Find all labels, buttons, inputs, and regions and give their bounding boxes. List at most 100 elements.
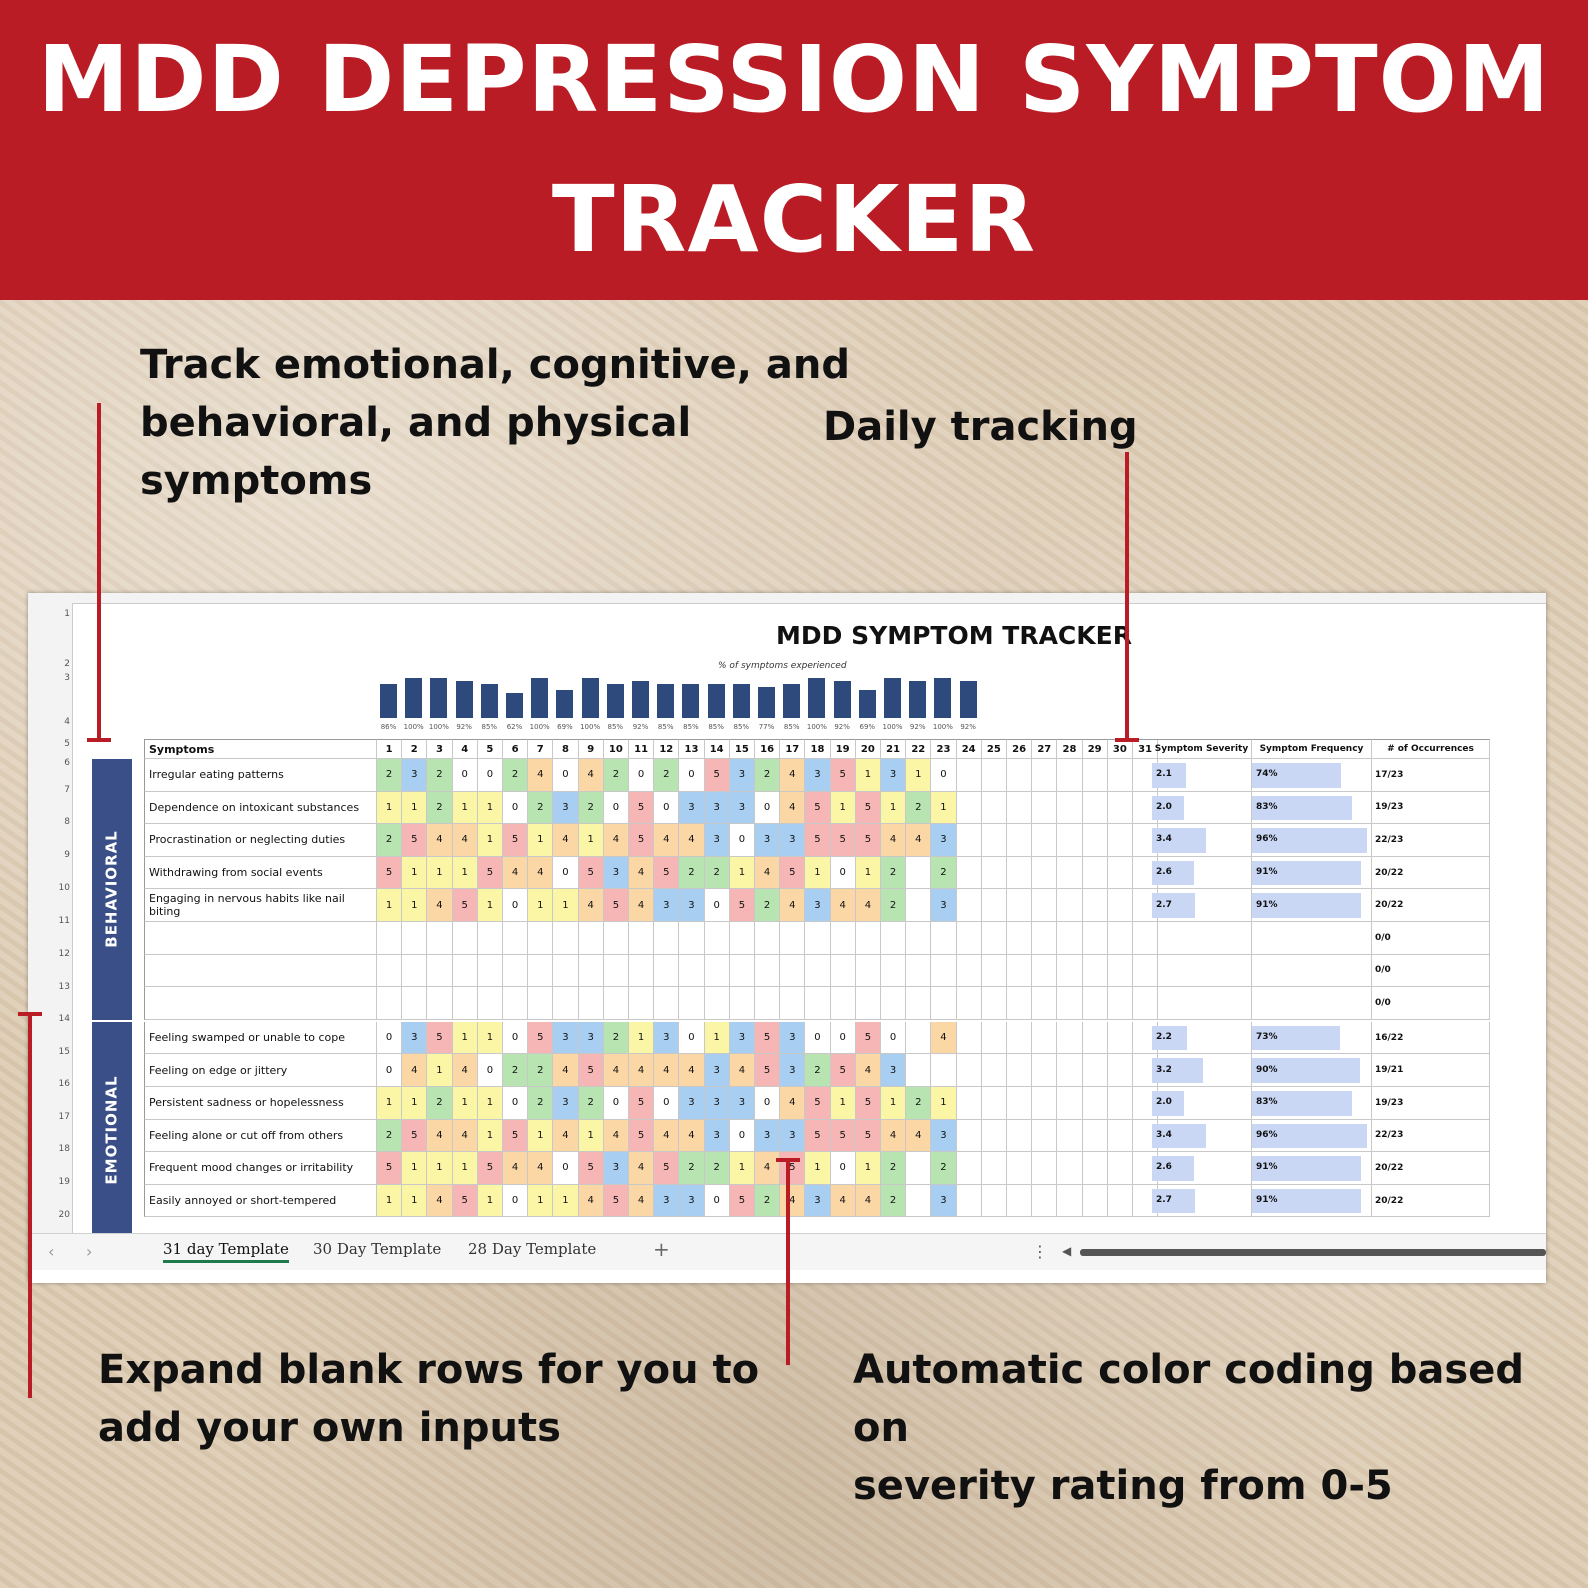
rating-cell[interactable] [1032,791,1058,825]
rating-cell[interactable]: 4 [452,824,478,857]
rating-cell[interactable]: 5 [729,1184,755,1218]
symptom-name[interactable]: Feeling alone or cut off from others [144,1119,377,1153]
rating-cell[interactable]: 3 [729,759,755,792]
rating-cell[interactable]: 2 [881,856,907,890]
rating-cell[interactable]: 1 [528,1119,554,1153]
rating-cell[interactable]: 1 [729,1152,755,1185]
rating-cell[interactable]: 1 [477,791,503,825]
rating-cell[interactable]: 1 [704,1021,730,1055]
rating-cell[interactable]: 0 [503,791,529,825]
rating-cell[interactable]: 0 [603,1087,629,1120]
rating-cell[interactable] [780,922,806,955]
rating-cell[interactable]: 5 [528,1021,554,1055]
rating-cell[interactable] [452,954,478,988]
rating-cell[interactable]: 1 [427,1054,453,1087]
rating-cell[interactable]: 0 [830,1021,856,1055]
tab-30-day-template[interactable]: 30 Day Template [313,1240,442,1258]
rating-cell[interactable] [981,889,1007,922]
rating-cell[interactable]: 1 [402,889,428,922]
rating-cell[interactable] [1082,856,1108,890]
rating-cell[interactable] [981,954,1007,988]
rating-cell[interactable] [477,987,503,1020]
rating-cell[interactable]: 0 [553,856,579,890]
rating-cell[interactable]: 1 [528,824,554,857]
rating-cell[interactable]: 5 [402,824,428,857]
rating-cell[interactable]: 0 [881,1021,907,1055]
rating-cell[interactable]: 4 [427,889,453,922]
rating-cell[interactable] [1057,1119,1083,1153]
rating-cell[interactable] [956,1184,982,1218]
rating-cell[interactable]: 5 [477,1152,503,1185]
rating-cell[interactable] [1057,791,1083,825]
rating-cell[interactable] [1007,1152,1033,1185]
rating-cell[interactable]: 4 [654,1119,680,1153]
rating-cell[interactable]: 0 [679,759,705,792]
rating-cell[interactable] [1082,987,1108,1020]
rating-cell[interactable]: 4 [603,824,629,857]
rating-cell[interactable]: 2 [377,759,403,792]
rating-cell[interactable] [1107,1054,1133,1087]
rating-cell[interactable]: 5 [452,1184,478,1218]
rating-cell[interactable]: 5 [729,889,755,922]
rating-cell[interactable]: 5 [805,824,831,857]
add-sheet-button[interactable]: + [653,1237,670,1261]
rating-cell[interactable]: 2 [603,759,629,792]
rating-cell[interactable]: 3 [780,1054,806,1087]
rating-cell[interactable] [755,922,781,955]
rating-cell[interactable]: 4 [780,1087,806,1120]
rating-cell[interactable]: 5 [830,1119,856,1153]
rating-cell[interactable]: 3 [704,1054,730,1087]
rating-cell[interactable]: 3 [931,889,957,922]
rating-cell[interactable]: 2 [805,1054,831,1087]
rating-cell[interactable] [1032,889,1058,922]
rating-cell[interactable] [553,954,579,988]
rating-cell[interactable]: 0 [654,1087,680,1120]
rating-cell[interactable]: 2 [755,759,781,792]
rating-cell[interactable]: 3 [679,791,705,825]
rating-cell[interactable]: 4 [881,824,907,857]
rating-cell[interactable] [477,922,503,955]
tab-31-day-template[interactable]: 31 day Template [163,1240,289,1263]
rating-cell[interactable]: 1 [855,759,881,792]
rating-cell[interactable]: 1 [402,1184,428,1218]
rating-cell[interactable] [956,1054,982,1087]
rating-cell[interactable] [981,987,1007,1020]
rating-cell[interactable] [578,922,604,955]
rating-cell[interactable]: 4 [679,1119,705,1153]
spreadsheet[interactable]: 1 2 3 4 5 6 7 8 9 10 11 12 13 14 15 16 17 18 19 20 MDD SYMP… [28,593,1546,1283]
rating-cell[interactable]: 5 [830,759,856,792]
rating-cell[interactable] [528,954,554,988]
rating-cell[interactable]: 4 [402,1054,428,1087]
rating-cell[interactable] [1032,922,1058,955]
symptom-name[interactable] [144,954,377,988]
rating-cell[interactable] [477,954,503,988]
rating-cell[interactable] [1007,791,1033,825]
rating-cell[interactable]: 1 [452,856,478,890]
rating-cell[interactable]: 5 [855,791,881,825]
rating-cell[interactable]: 1 [377,889,403,922]
rating-cell[interactable]: 4 [528,856,554,890]
rating-cell[interactable]: 1 [881,791,907,825]
rating-cell[interactable]: 5 [629,1119,655,1153]
rating-cell[interactable]: 4 [578,1184,604,1218]
rating-cell[interactable] [1007,824,1033,857]
rating-cell[interactable] [981,759,1007,792]
rating-cell[interactable]: 4 [654,1054,680,1087]
rating-cell[interactable]: 4 [780,759,806,792]
rating-cell[interactable]: 1 [578,1119,604,1153]
rating-cell[interactable] [780,987,806,1020]
rating-cell[interactable] [377,922,403,955]
rating-cell[interactable]: 3 [805,759,831,792]
rating-cell[interactable] [881,922,907,955]
rating-cell[interactable] [729,954,755,988]
rating-cell[interactable]: 0 [729,1119,755,1153]
rating-cell[interactable] [981,791,1007,825]
rating-cell[interactable]: 0 [603,791,629,825]
rating-cell[interactable]: 3 [729,1087,755,1120]
rating-cell[interactable]: 5 [377,1152,403,1185]
rating-cell[interactable] [1107,856,1133,890]
rating-cell[interactable] [906,1184,932,1218]
rating-cell[interactable]: 4 [906,824,932,857]
rating-cell[interactable]: 4 [906,1119,932,1153]
rating-cell[interactable]: 4 [427,1119,453,1153]
